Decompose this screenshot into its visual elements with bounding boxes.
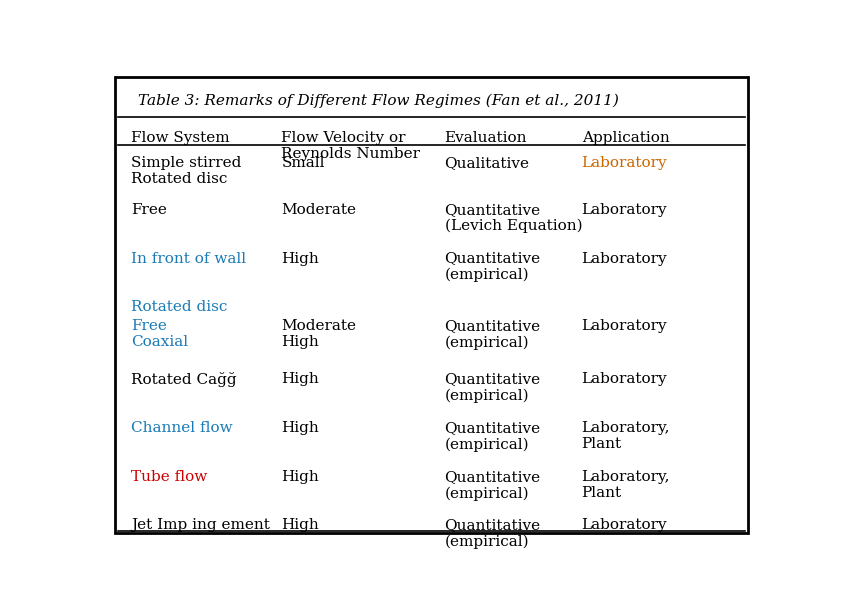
Text: Moderate: Moderate xyxy=(281,203,356,217)
Text: Quantitative
(Levich Equation): Quantitative (Levich Equation) xyxy=(445,203,582,233)
Text: Evaluation: Evaluation xyxy=(445,130,527,144)
Text: Laboratory: Laboratory xyxy=(582,251,667,266)
Text: Laboratory: Laboratory xyxy=(582,203,667,217)
Text: Rotated disc: Rotated disc xyxy=(131,300,227,314)
Text: Laboratory: Laboratory xyxy=(582,373,667,387)
Text: Free
Coaxial: Free Coaxial xyxy=(131,319,189,349)
Text: Table 3: Remarks of Different Flow Regimes (Fan et al., 2011): Table 3: Remarks of Different Flow Regim… xyxy=(138,94,619,108)
Text: Quantitative
(empirical): Quantitative (empirical) xyxy=(445,373,541,403)
Text: Laboratory,
Plant: Laboratory, Plant xyxy=(582,470,670,500)
Text: Quantitative
(empirical): Quantitative (empirical) xyxy=(445,422,541,452)
Text: High: High xyxy=(281,251,319,266)
Text: Free: Free xyxy=(131,203,168,217)
Text: Rotated Cağğ: Rotated Cağğ xyxy=(131,373,237,387)
Text: Quantitative
(empirical): Quantitative (empirical) xyxy=(445,319,541,350)
Text: High: High xyxy=(281,518,319,532)
Text: Qualitative: Qualitative xyxy=(445,156,530,170)
Text: Simple stirred
Rotated disc: Simple stirred Rotated disc xyxy=(131,156,242,187)
Text: High: High xyxy=(281,422,319,435)
Text: Flow System: Flow System xyxy=(131,130,230,144)
Text: High: High xyxy=(281,373,319,387)
Text: Flow Velocity or
Reynolds Number: Flow Velocity or Reynolds Number xyxy=(281,130,420,161)
Text: Tube flow: Tube flow xyxy=(131,470,208,484)
Text: Laboratory: Laboratory xyxy=(582,518,667,532)
Text: In front of wall: In front of wall xyxy=(131,251,247,266)
Text: Jet Imp ing ement: Jet Imp ing ement xyxy=(131,518,270,532)
Text: Laboratory: Laboratory xyxy=(582,156,667,170)
Text: Quantitative
(empirical): Quantitative (empirical) xyxy=(445,518,541,548)
Text: Small: Small xyxy=(281,156,325,170)
Text: High: High xyxy=(281,470,319,484)
Text: Channel flow: Channel flow xyxy=(131,422,233,435)
Text: Moderate
High: Moderate High xyxy=(281,319,356,349)
Text: Application: Application xyxy=(582,130,669,144)
Text: Quantitative
(empirical): Quantitative (empirical) xyxy=(445,251,541,282)
Text: Laboratory: Laboratory xyxy=(582,319,667,333)
Text: Laboratory,
Plant: Laboratory, Plant xyxy=(582,422,670,452)
Text: Quantitative
(empirical): Quantitative (empirical) xyxy=(445,470,541,501)
